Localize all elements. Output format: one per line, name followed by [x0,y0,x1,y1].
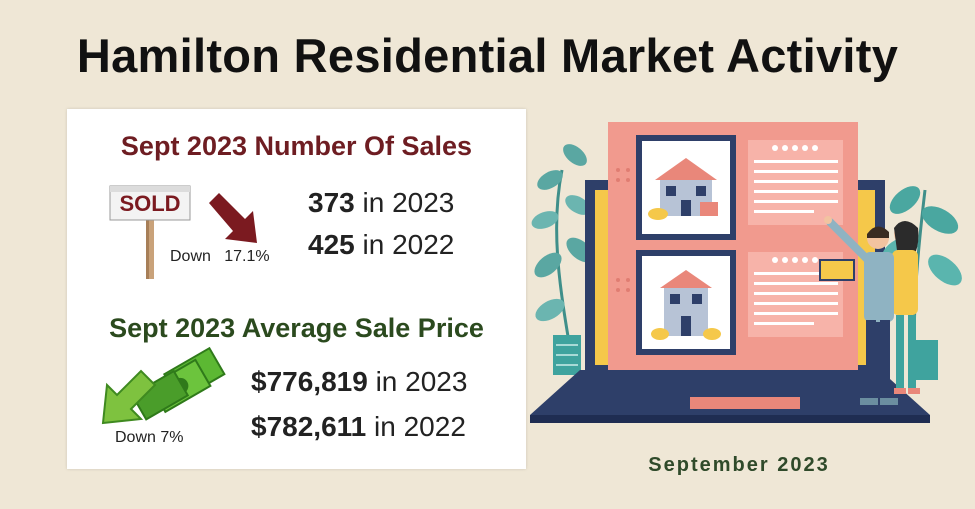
sold-sign-icon [109,185,191,279]
sales-previous: 425 in 2022 [308,229,454,261]
people-icon [819,216,920,405]
money-arrow-icon [101,346,226,425]
stats-card: Sept 2023 Number Of Sales SOLD Down 17.1… [67,109,526,469]
price-current-value: $776,819 [251,366,368,397]
real-estate-illustration [530,122,962,423]
sales-current-suffix: in 2023 [362,187,455,218]
arrow-down-icon [209,193,257,243]
sales-current: 373 in 2023 [308,187,454,219]
price-change-label: Down 7% [115,429,184,446]
page-title: Hamilton Residential Market Activity [76,29,899,82]
price-heading: Sept 2023 Average Sale Price [109,313,484,343]
house-top-icon [648,158,718,220]
price-previous-suffix: in 2022 [374,411,466,442]
sold-sign-label: SOLD [119,191,181,216]
price-previous: $782,611 in 2022 [251,411,466,443]
sales-change-word: Down [170,248,211,265]
sales-current-value: 373 [308,187,355,218]
date-label: September 2023 [648,454,830,476]
price-previous-value: $782,611 [251,411,367,442]
price-current-suffix: in 2023 [375,366,468,397]
plant-left-icon [531,144,594,375]
sales-previous-suffix: in 2022 [362,229,455,260]
house-bottom-icon [651,270,721,340]
sales-change-value: 17.1% [224,248,270,265]
price-current: $776,819 in 2023 [251,366,467,398]
sales-change-label: Down 17.1% [170,248,270,266]
sales-previous-value: 425 [308,229,355,260]
sales-heading: Sept 2023 Number Of Sales [120,131,473,161]
